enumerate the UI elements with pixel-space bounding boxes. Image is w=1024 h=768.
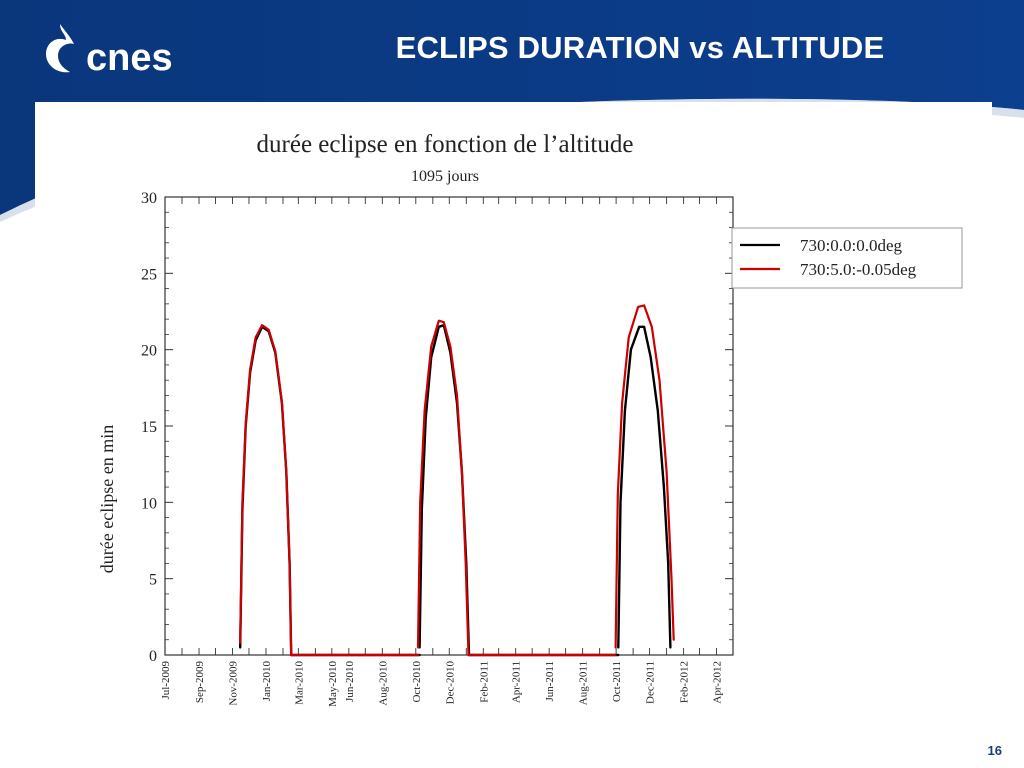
x-tick-label: Jun-2011 xyxy=(544,661,556,702)
y-tick-label: 20 xyxy=(141,343,157,360)
x-tick-label: Sep-2009 xyxy=(194,661,206,704)
x-tick-label: Dec-2010 xyxy=(444,661,456,705)
x-tick-label: Feb-2012 xyxy=(679,661,691,703)
x-tick-label: Feb-2011 xyxy=(478,661,490,703)
y-tick-label: 5 xyxy=(149,572,157,589)
series-lines xyxy=(239,304,675,657)
series-line-2 xyxy=(416,319,470,657)
series-line-2 xyxy=(614,304,675,649)
chart-title: durée eclipse en fonction de l’altitude xyxy=(257,131,634,158)
legend-box xyxy=(731,227,963,289)
x-axis: Jul-2009 Sep-2009 Nov-2009 Jan-2010 Mar-2010… xyxy=(160,197,724,707)
cnes-logo-text: cnes xyxy=(86,37,173,79)
eclipse-chart: durée eclipse en fonction de l’altitude … xyxy=(97,131,963,707)
slide-title: ECLIPS DURATION vs ALTITUDE xyxy=(395,30,885,65)
cnes-logo-mark xyxy=(46,24,74,73)
page-number: 16 xyxy=(987,743,1002,758)
chart-subtitle: 1095 jours xyxy=(411,168,479,185)
chart-panel: durée eclipse en fonction de l’altitude … xyxy=(35,102,992,768)
x-tick-label: Oct-2011 xyxy=(611,661,623,702)
x-tick-label: Nov-2009 xyxy=(228,661,240,706)
y-tick-label: 10 xyxy=(141,495,157,512)
series-line-2 xyxy=(239,324,293,657)
series-line-1 xyxy=(617,325,672,649)
y-tick-label: 25 xyxy=(141,266,157,283)
series-line-1 xyxy=(239,325,293,657)
x-tick-label: Apr-2011 xyxy=(511,661,523,703)
x-tick-label: Dec-2011 xyxy=(645,661,657,704)
legend: 730:0.0:0.0deg 730:5.0:-0.05deg xyxy=(731,227,963,289)
x-tick-label: Jan-2010 xyxy=(261,661,273,702)
x-tick-label: Aug-2010 xyxy=(377,661,389,706)
x-tick-label: Oct-2010 xyxy=(411,661,423,703)
y-tick-label: 30 xyxy=(141,190,157,207)
legend-label: 730:0.0:0.0deg xyxy=(800,236,902,255)
y-axis-label: durée eclipse en min xyxy=(97,425,117,573)
x-tick-label: Mar-2010 xyxy=(293,661,305,705)
y-axis: 0 5 10 15 20 25 30 xyxy=(141,190,733,665)
legend-label: 730:5.0:-0.05deg xyxy=(800,260,917,279)
cnes-logo: cnes xyxy=(40,18,220,80)
x-tick-label: Jul-2009 xyxy=(160,661,172,700)
x-tick-label: Apr-2012 xyxy=(712,661,724,704)
plot-frame xyxy=(164,196,734,656)
x-tick-label: May-2010 xyxy=(327,661,339,707)
x-tick-label: Aug-2011 xyxy=(578,661,590,705)
x-tick-label: Jun-2010 xyxy=(344,661,356,702)
y-tick-label: 0 xyxy=(149,648,157,665)
y-tick-label: 15 xyxy=(141,419,157,436)
